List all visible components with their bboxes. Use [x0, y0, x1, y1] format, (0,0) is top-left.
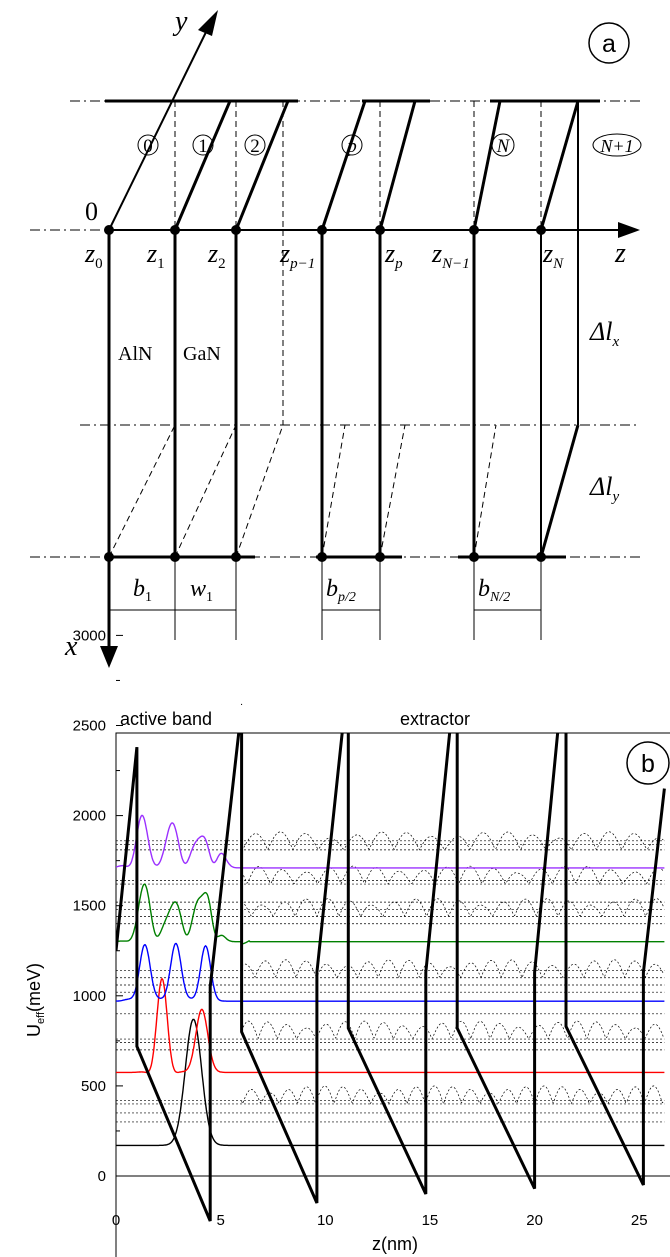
- slant-z2: [234, 100, 290, 231]
- dotted-wavefunction: [241, 1085, 664, 1105]
- boundary-zN: zN: [542, 239, 564, 272]
- x-axis-title: z(nm): [372, 1234, 418, 1254]
- boundary-z1: z1: [146, 239, 165, 272]
- y-axis-label: y: [172, 6, 188, 37]
- annotation-extractor: extractor: [400, 709, 470, 729]
- y-axis-line: [108, 27, 209, 231]
- energy-level-E5: [116, 814, 665, 869]
- width-labels: b1 w1 bp/2 bN/2: [133, 576, 510, 605]
- region-2: 2: [250, 136, 260, 157]
- region-N: N: [496, 136, 511, 157]
- region-1: 1: [198, 136, 208, 157]
- y-axis-title: Ueff(meV): [24, 963, 47, 1037]
- axis-ticks: 0 5 10 15 20 25 0 500 1000 1500 2000 2500 3000: [73, 627, 648, 1229]
- z-axis-label: z: [614, 238, 626, 269]
- y-tick-label: 2500: [73, 718, 106, 735]
- dotted-wavefunction: [241, 959, 664, 979]
- wavefunction-guides: [116, 831, 665, 1123]
- x-tick-label: 0: [112, 1212, 120, 1229]
- panel-a-badge-circle: [588, 22, 630, 64]
- origin-label: 0: [85, 197, 98, 226]
- boundary-z2: z2: [207, 239, 226, 272]
- x-axis-label: x: [64, 631, 78, 662]
- x-tick-label: 15: [422, 1212, 439, 1229]
- plot-frame: [115, 732, 670, 1257]
- dotted-wavefunction: [241, 865, 664, 885]
- slant-zN: [539, 100, 580, 231]
- x-tick-label: 10: [317, 1212, 334, 1229]
- energy-level-E3: [116, 942, 665, 1002]
- region-0: 0: [143, 136, 153, 157]
- delta-ly-label: Δly: [589, 472, 619, 505]
- diag-2: [174, 424, 237, 558]
- y-tick-label: 1000: [73, 988, 106, 1005]
- width-bp2: bp/2: [326, 576, 356, 605]
- energy-level-E4: [116, 883, 665, 945]
- dotted-wavefunction: [241, 1020, 664, 1041]
- width-w1: w1: [190, 576, 213, 605]
- potential-group: [116, 733, 666, 1222]
- y-tick-label: 1500: [73, 898, 106, 915]
- region-labels: 0 1 2 p N N+1: [137, 133, 642, 157]
- diag-6: [473, 424, 497, 558]
- potential-profile: [116, 733, 666, 1222]
- material-gan-label: GaN: [183, 343, 221, 365]
- region-N-plus-1: N+1: [599, 136, 633, 156]
- boundary-z0: z0: [84, 239, 103, 272]
- slant-zN1: [472, 100, 502, 231]
- energy-levels: [116, 814, 665, 1147]
- panel-a-schematic: [30, 10, 640, 668]
- dotted-wavefunction: [241, 898, 664, 918]
- diag-4: [321, 424, 346, 558]
- x-tick-label: 20: [526, 1212, 543, 1229]
- energy-level-E1: [116, 1018, 665, 1147]
- boundary-zN-1: zN−1: [431, 239, 470, 272]
- diag-3: [235, 424, 284, 558]
- slant-zp: [378, 100, 417, 231]
- dotted-wavefunction: [241, 831, 664, 851]
- boundary-labels: z0 z1 z2 zp−1 zp zN−1 zN: [84, 239, 564, 272]
- boundary-zp-1: zp−1: [279, 239, 315, 272]
- panel-a-badge-label: a: [602, 30, 616, 58]
- panel-b-badge-label: b: [641, 750, 655, 778]
- energy-level-E2: [116, 977, 665, 1074]
- x-tick-label: 25: [631, 1212, 648, 1229]
- junction-dots: [104, 225, 546, 562]
- x-tick-label: 5: [216, 1212, 224, 1229]
- x-axis-arrowhead: [100, 646, 118, 668]
- panel-b-badge-circle: [626, 741, 670, 785]
- panel-b-chart: 0 5 10 15 20 25 0 500 1000 1500 2000 2500 3000 activ…: [24, 627, 670, 1257]
- diag-1: [108, 424, 176, 558]
- diag-5: [379, 424, 406, 558]
- z-axis-arrowhead: [618, 222, 640, 238]
- y-tick-label: 2000: [73, 808, 106, 825]
- material-aln-label: AlN: [118, 343, 152, 365]
- delta-lx-label: Δlx: [589, 317, 619, 350]
- y-tick-label: 500: [81, 1078, 106, 1095]
- annotation-active-band: active band: [120, 709, 212, 729]
- slant-z1: [173, 100, 232, 231]
- width-dimensions: [109, 557, 542, 640]
- width-b1: b1: [133, 576, 152, 605]
- y-tick-label: 3000: [73, 627, 106, 644]
- width-bN2: bN/2: [478, 576, 510, 605]
- y-axis-arrowhead: [198, 10, 218, 36]
- region-p: p: [345, 136, 357, 157]
- vline-right-slope: [539, 424, 580, 558]
- y-tick-label: 0: [98, 1168, 106, 1185]
- boundary-zp: zp: [384, 239, 403, 272]
- slant-zp1: [320, 100, 367, 231]
